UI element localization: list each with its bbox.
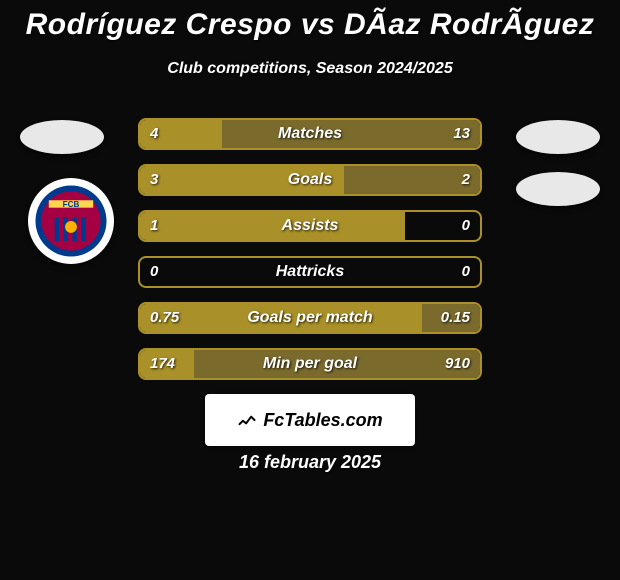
stat-value-right: 0: [462, 212, 470, 240]
stat-label: Min per goal: [140, 350, 480, 378]
stat-value-left: 4: [150, 120, 158, 148]
page-title: Rodríguez Crespo vs DÃ­az RodrÃ­guez: [0, 8, 620, 42]
fcb-crest-icon: FCB: [34, 184, 108, 258]
source-logo-icon: [237, 410, 257, 430]
stat-label: Matches: [140, 120, 480, 148]
svg-text:FCB: FCB: [63, 200, 80, 209]
stat-label: Hattricks: [140, 258, 480, 286]
stat-row: Hattricks0 0: [138, 256, 482, 288]
stat-row: Goals3 2: [138, 164, 482, 196]
source-attribution: FcTables.com: [205, 394, 415, 446]
player-right-avatar: [516, 120, 600, 154]
stat-label: Assists: [140, 212, 480, 240]
stat-row: Goals per match0.75 0.15: [138, 302, 482, 334]
stat-row: Assists1 0: [138, 210, 482, 242]
stat-value-right: 13: [453, 120, 470, 148]
comparison-infographic: Rodríguez Crespo vs DÃ­az RodrÃ­guez Clu…: [0, 0, 620, 580]
stat-label: Goals: [140, 166, 480, 194]
stat-value-right: 910: [445, 350, 470, 378]
stat-value-left: 1: [150, 212, 158, 240]
page-subtitle: Club competitions, Season 2024/2025: [0, 60, 620, 78]
player-left-avatar: [20, 120, 104, 154]
source-label: FcTables.com: [263, 410, 382, 431]
stat-value-left: 3: [150, 166, 158, 194]
stat-value-right: 0.15: [441, 304, 470, 332]
stat-label: Goals per match: [140, 304, 480, 332]
stat-value-right: 0: [462, 258, 470, 286]
stat-bars: Matches413Goals32Assists10Hattricks00Goa…: [138, 118, 482, 394]
stat-value-right: 2: [462, 166, 470, 194]
stat-value-left: 0.75: [150, 304, 179, 332]
club-right-avatar: [516, 172, 600, 206]
club-left-badge: FCB: [28, 178, 114, 264]
date-label: 16 february 2025: [0, 452, 620, 473]
stat-row: Matches4 13: [138, 118, 482, 150]
stat-value-left: 174: [150, 350, 175, 378]
stat-row: Min per goal174 910: [138, 348, 482, 380]
stat-value-left: 0: [150, 258, 158, 286]
